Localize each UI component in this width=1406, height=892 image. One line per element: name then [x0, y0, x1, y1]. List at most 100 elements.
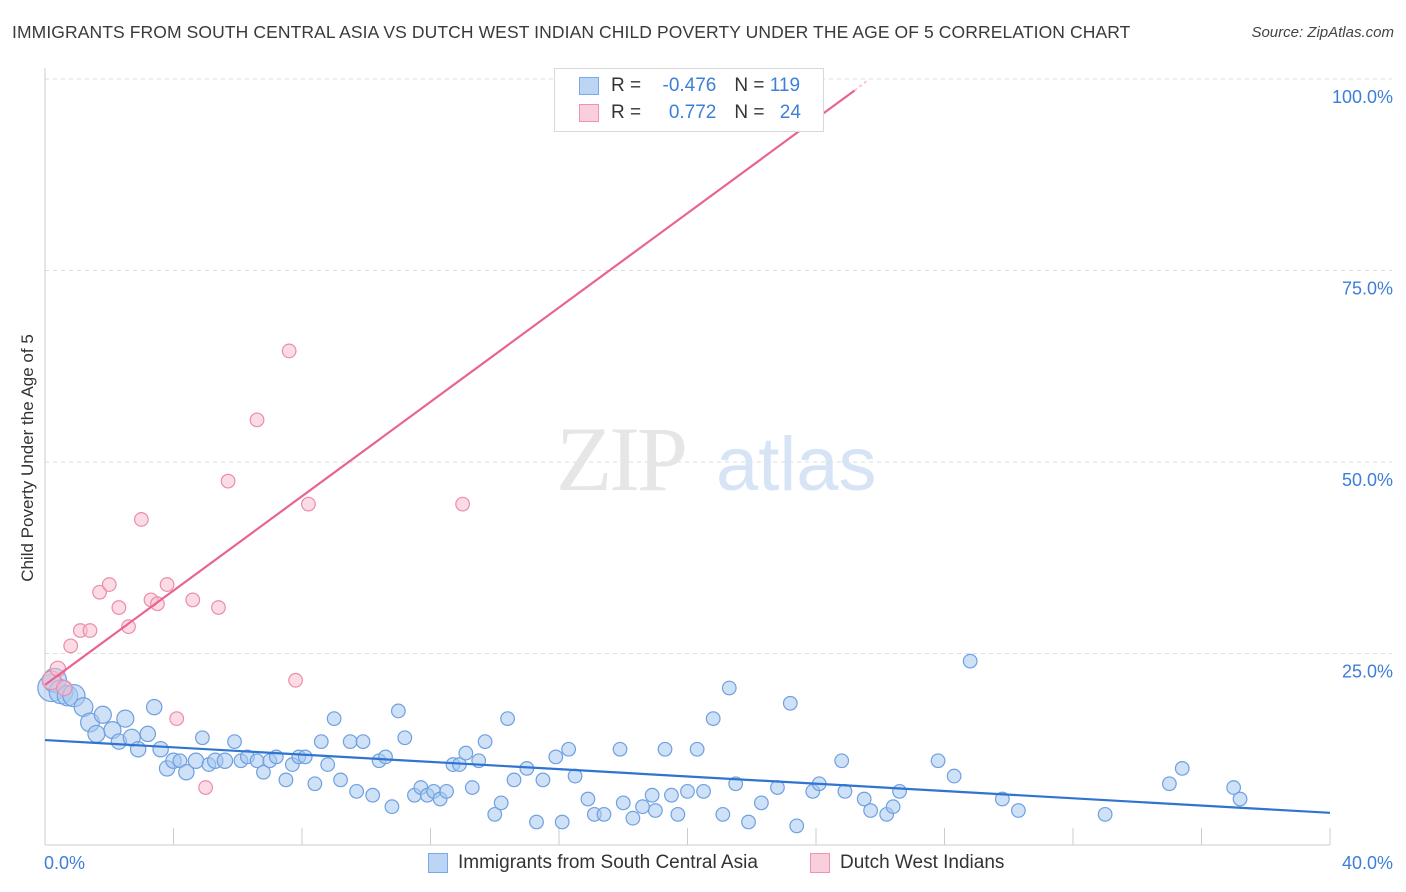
data-point-south-central-asia: [439, 783, 454, 799]
data-point-south-central-asia: [1010, 803, 1026, 818]
data-point-south-central-asia: [297, 749, 313, 765]
data-point-dutch-west-indian: [63, 638, 79, 654]
data-point-south-central-asia: [1226, 780, 1242, 795]
y-tick-label: 25.0%: [1342, 662, 1393, 682]
data-point-south-central-asia: [152, 740, 169, 758]
data-point-south-central-asia: [349, 783, 365, 799]
data-point-dutch-west-indian: [198, 780, 214, 795]
data-point-south-central-asia: [333, 772, 348, 788]
data-point-dutch-west-indian: [455, 496, 471, 512]
data-point-dutch-west-indian: [111, 600, 127, 615]
data-point-south-central-asia: [554, 814, 570, 830]
bottom-legend-item-series1: Immigrants from South Central Asia: [428, 852, 758, 874]
bottom-legend-swatch-blue: [428, 853, 448, 873]
legend-r-label: R =: [611, 75, 647, 96]
data-point-south-central-asia: [116, 709, 135, 728]
data-point-south-central-asia: [721, 680, 737, 696]
correlation-legend: R = -0.476 N = 119 R = 0.772 N = 24: [554, 68, 824, 132]
data-point-south-central-asia: [657, 741, 673, 757]
data-point-south-central-asia: [625, 810, 641, 826]
data-point-south-central-asia: [580, 791, 596, 807]
data-point-south-central-asia: [615, 795, 631, 811]
data-point-dutch-west-indian: [281, 343, 297, 359]
data-point-dutch-west-indian: [288, 672, 303, 688]
data-point-dutch-west-indian: [159, 577, 175, 592]
data-point-south-central-asia: [715, 806, 731, 822]
bottom-legend-label: Dutch West Indians: [840, 852, 1005, 873]
data-point-south-central-asia: [365, 787, 381, 803]
data-point-south-central-asia: [397, 730, 413, 746]
bottom-legend-label: Immigrants from South Central Asia: [458, 852, 758, 873]
data-point-south-central-asia: [1174, 761, 1190, 776]
data-point-dutch-west-indian: [169, 711, 185, 727]
data-point-dutch-west-indian: [301, 496, 316, 512]
data-point-south-central-asia: [535, 772, 551, 788]
y-tick-label: 100.0%: [1332, 87, 1393, 107]
x-tick-label: 40.0%: [1342, 853, 1393, 873]
data-point-south-central-asia: [178, 763, 195, 781]
trendline-dutch-west-indian-extension: [854, 79, 868, 92]
data-point-south-central-asia: [139, 725, 157, 743]
data-point-south-central-asia: [487, 806, 503, 822]
y-tick-label: 50.0%: [1342, 470, 1393, 490]
data-point-south-central-asia: [313, 734, 329, 749]
data-point-south-central-asia: [856, 791, 872, 807]
data-point-dutch-west-indian: [82, 623, 98, 638]
data-point-south-central-asia: [962, 653, 978, 669]
data-point-dutch-west-indian: [220, 473, 236, 489]
x-tick-label: 0.0%: [44, 853, 85, 873]
data-point-south-central-asia: [187, 752, 205, 769]
data-point-south-central-asia: [644, 787, 660, 803]
data-point-south-central-asia: [129, 740, 147, 758]
legend-n-value: 24: [779, 102, 801, 123]
legend-r-label: R =: [611, 102, 647, 123]
data-point-south-central-asia: [342, 734, 358, 749]
chart-title: IMMIGRANTS FROM SOUTH CENTRAL ASIA VS DU…: [12, 22, 1131, 42]
data-point-south-central-asia: [705, 711, 721, 727]
data-point-dutch-west-indian: [249, 412, 265, 428]
data-point-south-central-asia: [635, 799, 650, 815]
data-point-south-central-asia: [506, 772, 522, 788]
data-point-south-central-asia: [326, 711, 342, 727]
data-point-south-central-asia: [93, 705, 112, 724]
data-point-south-central-asia: [256, 764, 271, 780]
data-point-south-central-asia: [307, 776, 323, 792]
data-point-south-central-asia: [355, 734, 371, 749]
legend-n-label: N =: [734, 75, 770, 96]
data-point-south-central-asia: [863, 803, 879, 818]
data-point-dutch-west-indian: [121, 619, 136, 635]
data-point-south-central-asia: [741, 814, 756, 830]
legend-row-blue: R = -0.476 N = 119: [579, 74, 800, 98]
data-point-dutch-west-indian: [92, 584, 108, 600]
data-point-south-central-asia: [548, 749, 564, 765]
data-point-south-central-asia: [670, 806, 686, 822]
data-point-south-central-asia: [696, 783, 711, 799]
legend-swatch-pink: [579, 104, 599, 122]
data-point-south-central-asia: [464, 780, 480, 795]
data-point-south-central-asia: [216, 752, 234, 769]
data-point-south-central-asia: [680, 783, 695, 799]
legend-row-pink: R = 0.772 N = 24: [579, 101, 801, 125]
data-point-south-central-asia: [994, 791, 1010, 807]
data-point-south-central-asia: [561, 741, 577, 757]
data-point-south-central-asia: [195, 730, 210, 746]
data-point-south-central-asia: [834, 753, 850, 769]
data-point-south-central-asia: [885, 799, 901, 815]
bottom-legend-item-series2: Dutch West Indians: [810, 852, 1004, 874]
trendline-dutch-west-indian: [44, 89, 856, 686]
data-point-south-central-asia: [477, 734, 493, 749]
data-point-south-central-asia: [87, 724, 106, 744]
data-point-dutch-west-indian: [133, 512, 149, 527]
data-point-south-central-asia: [320, 757, 336, 772]
watermark-zip: ZIP: [556, 408, 685, 510]
data-point-dutch-west-indian: [101, 577, 117, 592]
data-point-south-central-asia: [493, 795, 509, 811]
data-point-south-central-asia: [1097, 806, 1113, 822]
data-point-south-central-asia: [500, 711, 516, 727]
data-point-south-central-asia: [612, 741, 628, 757]
data-point-south-central-asia: [596, 806, 612, 822]
data-point-south-central-asia: [227, 734, 242, 749]
data-point-south-central-asia: [789, 818, 805, 834]
bottom-legend-swatch-pink: [810, 853, 830, 873]
